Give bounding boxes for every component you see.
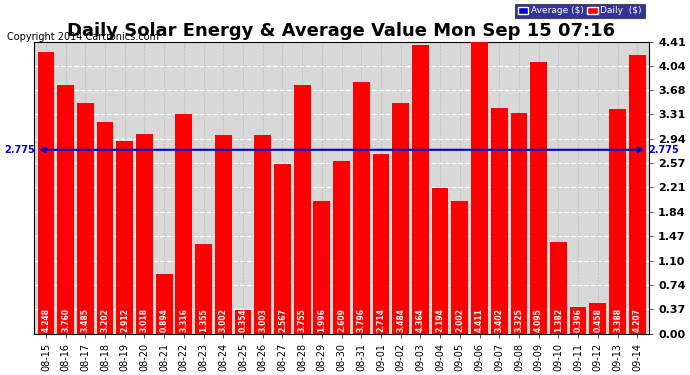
Text: 0.458: 0.458 <box>593 308 602 332</box>
Text: 0.396: 0.396 <box>573 308 582 332</box>
Text: 3.003: 3.003 <box>258 308 267 332</box>
Bar <box>570 308 586 333</box>
Text: 3.760: 3.760 <box>61 308 70 332</box>
Bar <box>136 134 152 333</box>
Text: 0.894: 0.894 <box>159 308 168 332</box>
Text: 3.018: 3.018 <box>140 308 149 332</box>
Text: 1.382: 1.382 <box>554 308 563 332</box>
Bar <box>313 201 331 333</box>
Text: 3.484: 3.484 <box>396 308 405 332</box>
Text: 3.325: 3.325 <box>515 309 524 332</box>
Bar <box>57 85 74 333</box>
Bar <box>77 103 94 333</box>
Bar <box>511 113 527 333</box>
Bar <box>117 141 133 333</box>
Bar <box>471 42 488 333</box>
Bar <box>353 82 370 333</box>
Text: 1.996: 1.996 <box>317 308 326 332</box>
Text: 3.402: 3.402 <box>495 308 504 332</box>
Text: 0.354: 0.354 <box>239 309 248 332</box>
Bar <box>393 103 409 333</box>
Text: 3.388: 3.388 <box>613 308 622 332</box>
Text: 2.609: 2.609 <box>337 308 346 332</box>
Bar <box>195 244 212 333</box>
Text: 2.194: 2.194 <box>435 308 444 332</box>
Text: 2.775: 2.775 <box>648 145 679 155</box>
Bar <box>215 135 232 333</box>
Bar <box>451 201 469 333</box>
Bar <box>97 122 113 333</box>
Bar <box>531 62 547 333</box>
Text: 3.316: 3.316 <box>179 308 188 332</box>
Bar <box>589 303 607 333</box>
Text: 4.207: 4.207 <box>633 308 642 332</box>
Text: 4.364: 4.364 <box>416 308 425 332</box>
Bar <box>373 154 389 333</box>
Text: 2.567: 2.567 <box>278 308 287 332</box>
Text: Copyright 2014 Cartronics.com: Copyright 2014 Cartronics.com <box>7 32 159 42</box>
Text: 3.796: 3.796 <box>357 308 366 332</box>
Bar <box>491 108 508 333</box>
Bar <box>235 310 251 333</box>
Text: 3.485: 3.485 <box>81 308 90 332</box>
Text: 3.002: 3.002 <box>219 308 228 332</box>
Text: 2.912: 2.912 <box>120 308 129 332</box>
Text: 3.755: 3.755 <box>297 309 306 332</box>
Text: 4.248: 4.248 <box>41 308 50 332</box>
Bar <box>37 52 55 333</box>
Text: 2.002: 2.002 <box>455 308 464 332</box>
Bar <box>294 85 310 333</box>
Bar <box>255 135 271 333</box>
Text: 2.775: 2.775 <box>4 145 35 155</box>
Text: 3.202: 3.202 <box>101 308 110 332</box>
Bar <box>175 114 193 333</box>
Bar <box>609 109 626 333</box>
Bar <box>333 161 350 333</box>
Bar <box>156 274 172 333</box>
Text: 4.095: 4.095 <box>534 309 543 332</box>
Bar <box>432 188 448 333</box>
Bar <box>629 55 646 333</box>
Bar <box>412 45 428 333</box>
Title: Daily Solar Energy & Average Value Mon Sep 15 07:16: Daily Solar Energy & Average Value Mon S… <box>68 22 615 40</box>
Text: 1.355: 1.355 <box>199 309 208 332</box>
Text: 4.411: 4.411 <box>475 308 484 332</box>
Bar <box>274 164 290 333</box>
Text: 2.714: 2.714 <box>377 308 386 332</box>
Legend: Average ($), Daily  ($): Average ($), Daily ($) <box>515 4 644 18</box>
Bar <box>550 242 566 333</box>
